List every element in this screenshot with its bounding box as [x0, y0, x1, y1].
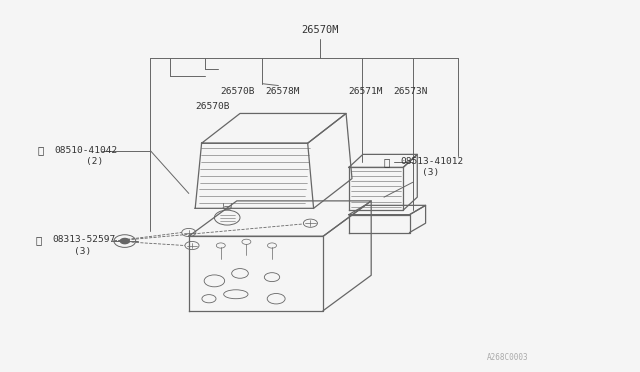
Text: Ⓢ: Ⓢ — [384, 157, 390, 167]
Text: 08513-41012: 08513-41012 — [400, 157, 463, 166]
Text: (2): (2) — [86, 157, 104, 166]
Text: (3): (3) — [422, 169, 440, 177]
Text: 26578M: 26578M — [266, 87, 300, 96]
Text: 26570M: 26570M — [301, 25, 339, 35]
Circle shape — [120, 238, 129, 244]
Text: 08510-41042: 08510-41042 — [54, 146, 118, 155]
Text: 26571M: 26571M — [349, 87, 383, 96]
Text: A268C0003: A268C0003 — [486, 353, 528, 362]
Text: 26570B: 26570B — [195, 102, 230, 110]
Text: Ⓢ: Ⓢ — [37, 146, 44, 155]
Text: 26573N: 26573N — [394, 87, 428, 96]
Text: Ⓢ: Ⓢ — [35, 235, 42, 245]
Text: (3): (3) — [74, 247, 91, 256]
Text: 08313-52597: 08313-52597 — [52, 235, 116, 244]
Text: 26570B: 26570B — [221, 87, 255, 96]
